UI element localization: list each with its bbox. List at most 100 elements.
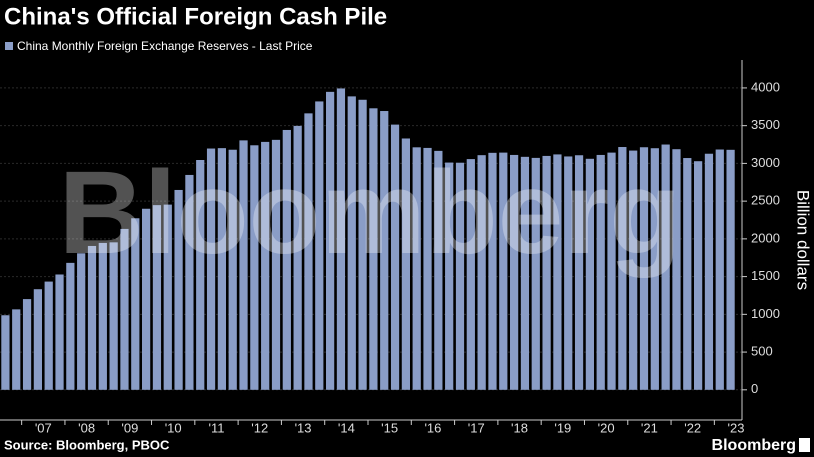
x-tick-label: '15 xyxy=(381,420,398,435)
bar xyxy=(477,155,486,390)
y-tick-label: 1500 xyxy=(751,268,780,283)
bar xyxy=(261,141,270,390)
bar xyxy=(542,155,551,390)
bar xyxy=(607,152,616,390)
x-tick-label: '08 xyxy=(78,420,95,435)
bar xyxy=(12,309,21,390)
x-tick-label: '10 xyxy=(165,420,182,435)
bar xyxy=(618,147,627,390)
bar xyxy=(33,289,42,390)
bar xyxy=(510,154,519,390)
x-tick-label: '11 xyxy=(208,420,224,435)
logo: Bloomberg xyxy=(712,437,796,454)
bar xyxy=(347,96,356,390)
bar xyxy=(650,148,659,390)
bar xyxy=(390,124,400,390)
bar xyxy=(152,205,162,390)
bar xyxy=(87,245,97,390)
bar xyxy=(271,139,281,390)
bar xyxy=(196,160,205,390)
x-tick-label: '17 xyxy=(468,420,485,435)
bar xyxy=(574,155,584,390)
x-tick-label: '12 xyxy=(251,420,268,435)
bar xyxy=(380,111,389,390)
y-tick-label: 3500 xyxy=(751,117,780,132)
bar xyxy=(163,204,172,390)
bar xyxy=(304,113,313,390)
bar xyxy=(412,147,421,390)
bar xyxy=(120,228,129,390)
bar xyxy=(250,145,259,390)
bar xyxy=(683,158,692,390)
x-tick-label: '16 xyxy=(424,420,441,435)
bar xyxy=(369,108,378,390)
bar xyxy=(726,149,735,390)
x-tick-label: '21 xyxy=(641,420,658,435)
bar xyxy=(455,162,465,390)
bar xyxy=(336,88,346,390)
bar xyxy=(131,218,140,390)
watermark: Bloomberg xyxy=(59,147,682,279)
bar xyxy=(466,159,475,390)
legend-label: China Monthly Foreign Exchange Reserves … xyxy=(17,39,313,53)
bar xyxy=(282,129,291,390)
x-tick-label: '07 xyxy=(35,420,52,435)
y-tick-label: 3000 xyxy=(751,155,780,170)
y-tick-label: 1000 xyxy=(751,306,780,321)
bar xyxy=(694,161,703,390)
bar xyxy=(44,281,53,390)
bar xyxy=(553,154,562,390)
bar xyxy=(142,208,151,390)
bar xyxy=(22,299,32,390)
bar xyxy=(488,152,497,390)
bar xyxy=(596,154,605,390)
bar xyxy=(704,153,714,390)
bar xyxy=(564,156,573,390)
bar xyxy=(109,242,118,390)
y-tick-label: 0 xyxy=(751,381,758,396)
bar xyxy=(326,91,335,390)
bar xyxy=(217,148,226,390)
bar xyxy=(445,162,454,390)
logo-icon xyxy=(799,438,810,452)
y-axis-label: Billion dollars xyxy=(794,190,813,290)
bar xyxy=(77,253,86,390)
y-tick-label: 2500 xyxy=(751,193,780,208)
bar xyxy=(55,274,64,390)
bar xyxy=(358,99,367,390)
x-tick-label: '20 xyxy=(598,420,615,435)
bar xyxy=(715,149,724,390)
bar xyxy=(98,242,107,390)
bar xyxy=(434,150,443,390)
bar xyxy=(174,189,183,390)
bar xyxy=(401,138,410,390)
bar xyxy=(206,148,216,390)
y-tick-label: 4000 xyxy=(751,79,780,94)
bar xyxy=(499,152,508,390)
legend-swatch xyxy=(5,42,13,50)
bar xyxy=(672,149,681,390)
bar xyxy=(639,147,649,390)
bar xyxy=(520,156,530,390)
source: Source: Bloomberg, PBOC xyxy=(4,437,170,452)
y-tick-label: 500 xyxy=(751,344,773,359)
x-tick-label: '14 xyxy=(338,420,355,435)
x-tick-label: '09 xyxy=(121,420,138,435)
bar xyxy=(661,144,670,390)
y-tick-label: 2000 xyxy=(751,230,780,245)
x-tick-label: '13 xyxy=(295,420,312,435)
bar xyxy=(315,101,324,390)
bar xyxy=(66,262,75,390)
bar xyxy=(293,125,302,390)
x-tick-label: '19 xyxy=(554,420,571,435)
bar xyxy=(185,174,194,390)
x-tick-label: '22 xyxy=(684,420,701,435)
bar xyxy=(239,140,248,390)
bar xyxy=(585,158,594,390)
bar xyxy=(228,149,237,390)
bar xyxy=(423,147,432,390)
bar xyxy=(1,315,10,390)
bar xyxy=(629,150,638,390)
x-tick-label: '18 xyxy=(511,420,528,435)
